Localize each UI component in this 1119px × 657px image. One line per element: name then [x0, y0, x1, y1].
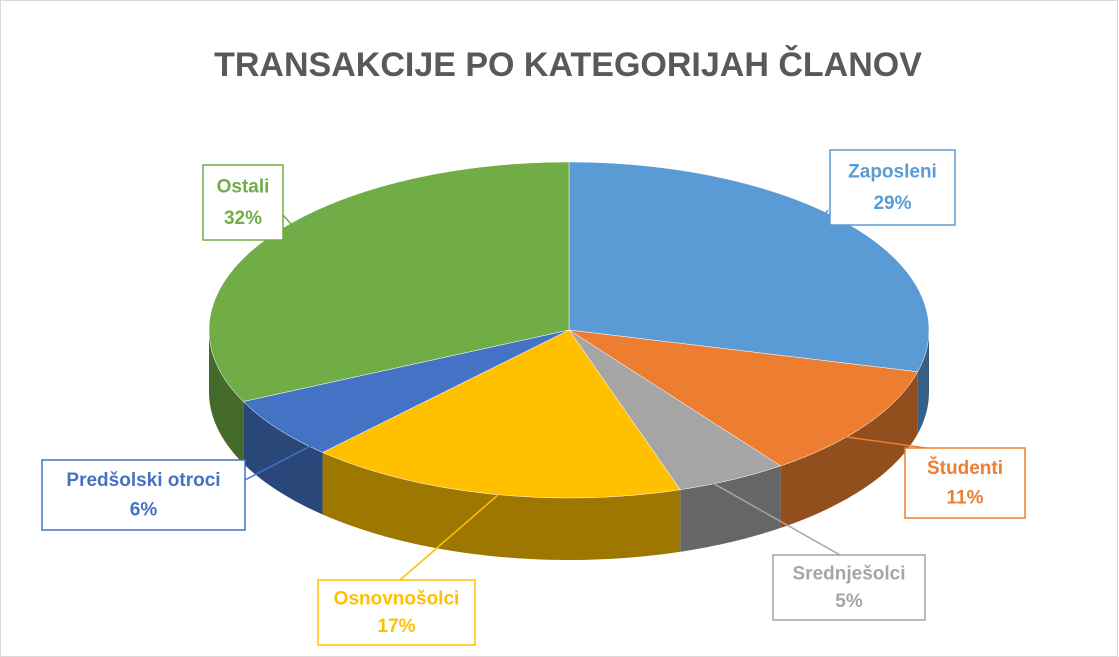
category-label: Osnovnošolci	[334, 589, 460, 610]
category-label: Predšolski otroci	[66, 470, 220, 491]
slice-side	[322, 452, 681, 560]
label-box	[41, 459, 246, 531]
slice-side	[680, 465, 781, 552]
data-label: 11%	[947, 487, 984, 508]
data-label: 29%	[873, 193, 911, 214]
category-label: Ostali	[217, 177, 270, 198]
label-box	[317, 579, 476, 646]
leader-line	[399, 488, 506, 581]
leader-line	[282, 214, 321, 257]
label-box	[202, 164, 284, 241]
label-box	[829, 149, 956, 226]
leader-line	[813, 431, 941, 451]
slice	[568, 329, 919, 467]
slice-side	[780, 371, 918, 528]
chart-title: TRANSAKCIJE PO KATEGORIJAH ČLANOV	[214, 45, 922, 84]
leader-line	[801, 209, 829, 247]
slice-side	[243, 401, 323, 515]
leader-line	[244, 435, 331, 481]
slice	[568, 161, 930, 373]
category-label: Zaposleni	[848, 162, 937, 183]
category-label: Študenti	[927, 457, 1003, 479]
slice-side	[209, 330, 244, 464]
label-box	[904, 447, 1026, 519]
slice-side	[917, 330, 929, 434]
data-label: 17%	[377, 616, 415, 637]
data-label: 6%	[130, 499, 158, 520]
data-label: 5%	[835, 591, 863, 612]
slice	[321, 329, 681, 499]
slice	[242, 329, 570, 453]
leader-line	[702, 476, 841, 556]
data-label: 32%	[224, 208, 262, 229]
category-label: Srednješolci	[793, 564, 906, 585]
label-box	[772, 554, 926, 621]
